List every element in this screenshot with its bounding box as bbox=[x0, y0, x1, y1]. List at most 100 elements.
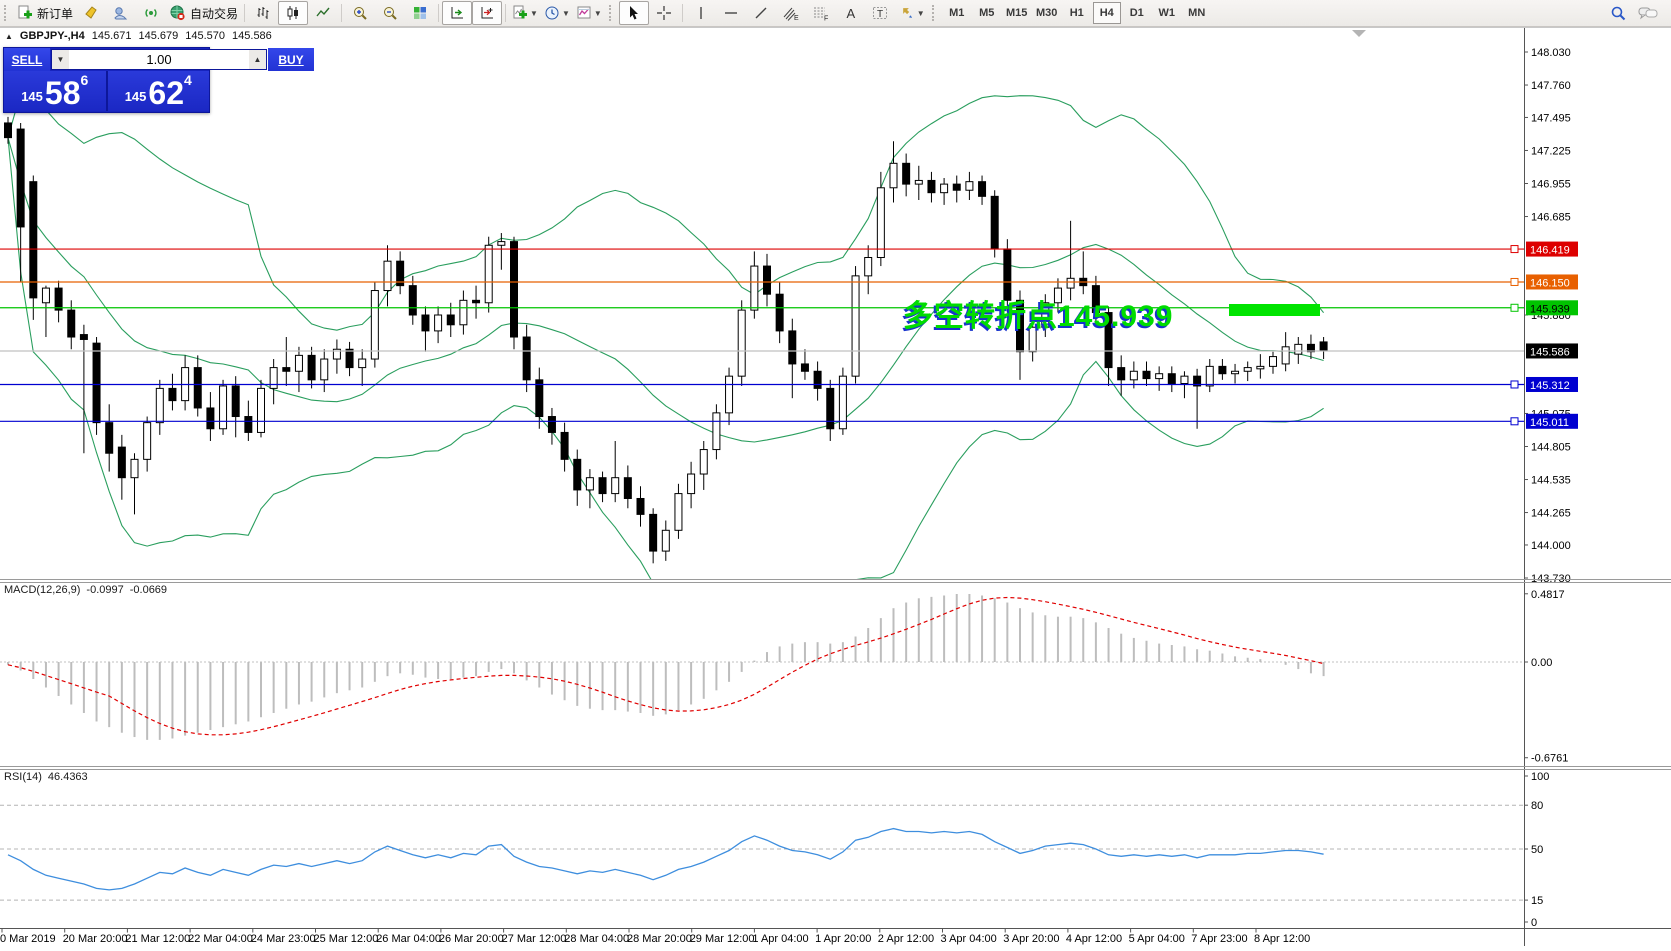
level-lines[interactable] bbox=[0, 245, 1524, 426]
candlesticks bbox=[4, 116, 1328, 564]
sell-price-prefix: 145 bbox=[21, 89, 43, 105]
timeframe-button-h4[interactable]: H4 bbox=[1092, 2, 1121, 24]
broadcast-button[interactable] bbox=[136, 1, 166, 25]
toolbar-group-timeframes: M1 M5 M15 M30 H1 H4 D1 W1 MN bbox=[928, 0, 1212, 26]
line-chart-button[interactable] bbox=[308, 1, 338, 25]
search-icon bbox=[1610, 5, 1627, 22]
tile-windows-icon bbox=[412, 5, 428, 21]
time-tick-label: 20 Mar 20:00 bbox=[63, 933, 128, 945]
cursor-button[interactable] bbox=[618, 1, 649, 25]
chat-button[interactable] bbox=[1633, 1, 1663, 25]
autotrade-button[interactable]: 自动交易 bbox=[166, 1, 241, 25]
new-order-icon bbox=[17, 5, 33, 21]
collapse-panel-icon[interactable]: ▲ bbox=[5, 31, 13, 41]
tile-windows-button[interactable] bbox=[405, 1, 435, 25]
chart-text-annotation[interactable]: 多空转折点145.939 bbox=[903, 300, 1174, 333]
chart-shift-button[interactable] bbox=[472, 1, 503, 25]
profile-button[interactable] bbox=[106, 1, 136, 25]
level-price-tag bbox=[1526, 241, 1578, 257]
buy-button[interactable]: BUY bbox=[268, 48, 314, 71]
chart-shift-marker[interactable] bbox=[1352, 30, 1366, 37]
text-label-button[interactable]: T bbox=[866, 1, 896, 25]
buy-price[interactable]: 145 62 4 bbox=[107, 71, 209, 111]
toolbar-drag-handle[interactable] bbox=[931, 5, 939, 21]
rsi-axis-label: 50 bbox=[1531, 844, 1543, 856]
quote-high: 145.679 bbox=[138, 30, 179, 42]
trendline-button[interactable] bbox=[746, 1, 776, 25]
toolbar: 新订单 自动交易 bbox=[0, 0, 1671, 27]
rsi-axis-label: 15 bbox=[1531, 895, 1543, 907]
timeframe-button-d1[interactable]: D1 bbox=[1129, 7, 1144, 19]
zoom-out-button[interactable] bbox=[375, 1, 405, 25]
line-handle[interactable] bbox=[1510, 380, 1519, 389]
level-price-tag bbox=[1526, 300, 1578, 316]
level-price-tag bbox=[1526, 413, 1578, 429]
search-button[interactable] bbox=[1603, 1, 1633, 25]
new-order-button[interactable]: 新订单 bbox=[14, 1, 76, 25]
timeframe-button-w1[interactable]: W1 bbox=[1158, 7, 1175, 19]
timeframe-button-m15[interactable]: M15 bbox=[1006, 7, 1028, 19]
price-tick-label: 147.495 bbox=[1531, 112, 1571, 124]
vertical-line-button[interactable] bbox=[686, 1, 716, 25]
broadcast-icon bbox=[143, 5, 159, 21]
text-button[interactable]: A bbox=[836, 1, 866, 25]
timeframe-button-m30[interactable]: M30 bbox=[1036, 7, 1058, 19]
line-handle[interactable] bbox=[1510, 417, 1519, 426]
auto-scroll-button[interactable] bbox=[442, 1, 473, 25]
line-handle[interactable] bbox=[1510, 303, 1519, 312]
price-tick-label: 144.535 bbox=[1531, 475, 1571, 487]
horizontal-line-button[interactable] bbox=[716, 1, 746, 25]
toolbar-separator bbox=[341, 4, 343, 22]
chevron-down-icon: ▼ bbox=[561, 8, 570, 18]
sell-button[interactable]: SELL bbox=[4, 48, 50, 71]
time-tick-label: 24 Mar 23:00 bbox=[251, 933, 316, 945]
arrows-button[interactable]: ▼ bbox=[896, 1, 928, 25]
macd-value: -0.0997 bbox=[86, 584, 124, 596]
timeframe-button-mn[interactable]: MN bbox=[1188, 7, 1206, 19]
buy-price-prefix: 145 bbox=[124, 89, 147, 105]
macd-axis-label: 0.4817 bbox=[1531, 589, 1565, 601]
toolbar-group-zoom bbox=[345, 0, 435, 26]
candle-chart-button[interactable] bbox=[278, 1, 309, 25]
template-button[interactable]: ▼ bbox=[573, 1, 605, 25]
horizontal-line-icon bbox=[723, 5, 739, 21]
volume-decrease-button[interactable]: ▼ bbox=[52, 50, 69, 69]
timeframe-button-m5[interactable]: M5 bbox=[979, 7, 995, 19]
volume-input[interactable] bbox=[69, 50, 249, 69]
macd-signal-line bbox=[7, 596, 1324, 736]
timeframe-button-h1[interactable]: H1 bbox=[1069, 7, 1084, 19]
volume-control: ▼ ▲ bbox=[51, 49, 267, 70]
time-tick-label: 4 Apr 12:00 bbox=[1066, 933, 1122, 945]
svg-text:146.150: 146.150 bbox=[1530, 277, 1570, 289]
volume-increase-button[interactable]: ▲ bbox=[249, 50, 266, 69]
profile-icon bbox=[113, 5, 129, 21]
fibonacci-button[interactable]: F bbox=[806, 1, 836, 25]
highlight-rectangle[interactable] bbox=[1229, 304, 1320, 316]
line-handle[interactable] bbox=[1510, 277, 1519, 286]
time-tick-label: 1 Apr 04:00 bbox=[752, 933, 808, 945]
toolbar-drag-handle[interactable] bbox=[608, 5, 616, 21]
text-icon: A bbox=[846, 5, 856, 21]
toolbar-drag-handle[interactable] bbox=[4, 5, 11, 21]
line-handle[interactable] bbox=[1510, 245, 1519, 254]
trendline-icon bbox=[753, 5, 769, 21]
svg-text:E: E bbox=[794, 15, 799, 21]
tag-button[interactable] bbox=[76, 1, 106, 25]
crosshair-button[interactable] bbox=[649, 1, 679, 25]
price-tick-label: 147.760 bbox=[1531, 80, 1571, 92]
indicators-button[interactable]: ▼ bbox=[509, 1, 541, 25]
macd-title: MACD(12,26,9) bbox=[4, 584, 81, 596]
svg-text:146.419: 146.419 bbox=[1530, 245, 1570, 257]
timeframe-button-m1[interactable]: M1 bbox=[949, 7, 965, 19]
time-tick-label: 0 Mar 2019 bbox=[0, 933, 56, 945]
zoom-in-button[interactable] bbox=[345, 1, 375, 25]
indicators-icon bbox=[512, 5, 528, 21]
bar-chart-button[interactable] bbox=[248, 1, 278, 25]
periods-button[interactable]: ▼ bbox=[541, 1, 573, 25]
template-icon bbox=[576, 5, 592, 21]
rsi-title: RSI(14) bbox=[4, 771, 42, 783]
sell-price[interactable]: 145 58 6 bbox=[4, 71, 108, 111]
channel-button[interactable]: E bbox=[776, 1, 806, 25]
main-chart-panel bbox=[4, 89, 1328, 579]
